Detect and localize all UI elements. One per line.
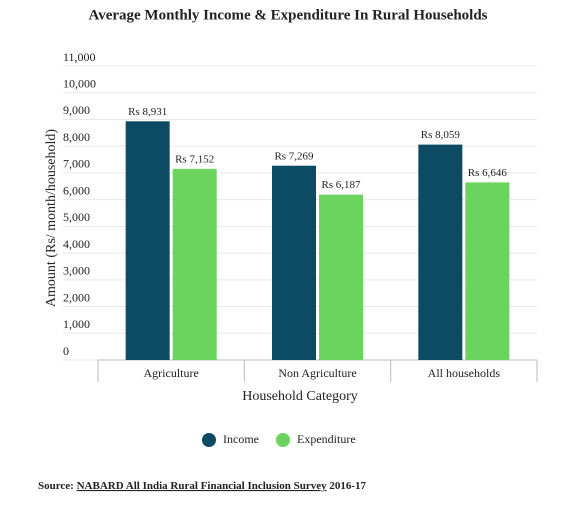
bar	[125, 121, 170, 360]
legend-label: Income	[223, 432, 259, 446]
y-axis-title: Amount (Rs/ month/household)	[44, 129, 59, 307]
bar	[272, 165, 316, 360]
value-label: Rs 8,059	[421, 129, 461, 141]
y-tick-label: 9,000	[63, 103, 90, 117]
y-tick-label: 3,000	[63, 264, 90, 278]
y-tick-label: 11,000	[63, 50, 96, 64]
source-prefix: Source:	[38, 480, 74, 492]
source: Source: NABARD All India Rural Financial…	[38, 480, 367, 492]
value-label: Rs 7,269	[274, 150, 314, 162]
bar	[418, 144, 463, 360]
value-label: Rs 7,152	[175, 153, 214, 165]
y-tick-label: 1,000	[63, 317, 90, 331]
y-tick-label: 6,000	[63, 183, 90, 197]
value-label: Rs 6,646	[468, 167, 508, 179]
source-link[interactable]: NABARD All India Rural Financial Inclusi…	[77, 480, 327, 492]
y-tick-label: 8,000	[63, 130, 90, 144]
x-tick-label: Agriculture	[144, 366, 199, 380]
value-label: Rs 6,187	[321, 179, 361, 191]
value-label: Rs 8,931	[128, 106, 167, 118]
x-tick-label: All households	[428, 366, 501, 380]
bar	[465, 182, 510, 360]
y-tick-label: 5,000	[63, 210, 90, 224]
y-tick-label: 4,000	[63, 237, 90, 251]
y-tick-label: 7,000	[63, 157, 90, 171]
x-tick-label: Non Agriculture	[278, 366, 356, 380]
y-tick-label: 2,000	[63, 290, 90, 304]
bar	[172, 168, 217, 360]
x-axis-title: Household Category	[242, 389, 357, 404]
legend-label: Expenditure	[297, 432, 356, 446]
bar	[319, 194, 363, 360]
y-tick-label: 0	[63, 344, 69, 358]
source-suffix: 2016-17	[329, 480, 366, 492]
y-tick-label: 10,000	[63, 76, 96, 90]
legend-marker	[276, 433, 290, 447]
chart-title: Average Monthly Income & Expenditure In …	[88, 7, 487, 23]
legend-marker	[202, 433, 216, 447]
